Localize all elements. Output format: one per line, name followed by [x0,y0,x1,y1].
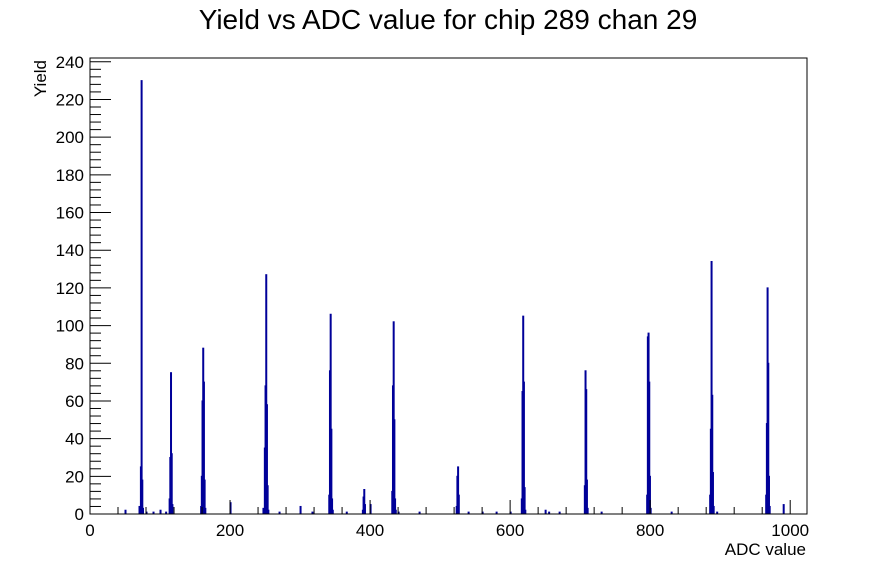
x-tick-label: 200 [216,521,244,540]
histogram-bar [457,494,460,515]
y-tick-label: 40 [65,430,84,449]
y-tick-label: 240 [56,53,84,72]
x-tick-label: 0 [85,521,94,540]
histogram-bar [544,509,547,515]
histogram-bars [124,80,785,515]
histogram-bar [142,507,145,515]
y-tick-label: 20 [65,467,84,486]
histogram-bar [299,505,302,515]
y-tick-label: 200 [56,128,84,147]
y-tick-label: 80 [65,354,84,373]
plot-frame [89,57,808,515]
histogram-bar [267,509,270,515]
y-tick-label: 180 [56,166,84,185]
histogram-bar [394,509,397,515]
histogram-bar [124,509,127,515]
histogram-bar [159,509,162,515]
y-tick-label: 100 [56,317,84,336]
histogram-bar [712,505,715,515]
histogram-bar [782,504,785,515]
x-tick-label: 800 [636,521,664,540]
x-tick-label: 600 [496,521,524,540]
histogram-bar [140,80,143,515]
histogram-bar [331,509,334,515]
x-axis-label: ADC value [725,540,806,559]
histogram-bar [768,505,771,515]
y-tick-label: 60 [65,392,84,411]
histogram-bar [262,507,265,515]
histogram-bar [524,509,527,515]
histogram-bar [171,504,174,515]
histogram-bar [363,504,366,515]
chart-title: Yield vs ADC value for chip 289 chan 29 [198,4,698,35]
y-tick-label: 0 [75,505,84,524]
y-tick-label: 120 [56,279,84,298]
x-tick-label: 400 [356,521,384,540]
y-axis-label: Yield [31,60,50,97]
histogram-bar [204,507,207,515]
x-tick-label: 1000 [771,521,809,540]
y-tick-label: 220 [56,90,84,109]
y-tick-label: 140 [56,241,84,260]
axes: 0 200 400 600 800 1000 0 20 40 60 80 100 120 140 160 18… [56,53,809,540]
y-tick-label: 160 [56,204,84,223]
histogram-bar [586,507,589,515]
histogram-bar [138,505,141,515]
